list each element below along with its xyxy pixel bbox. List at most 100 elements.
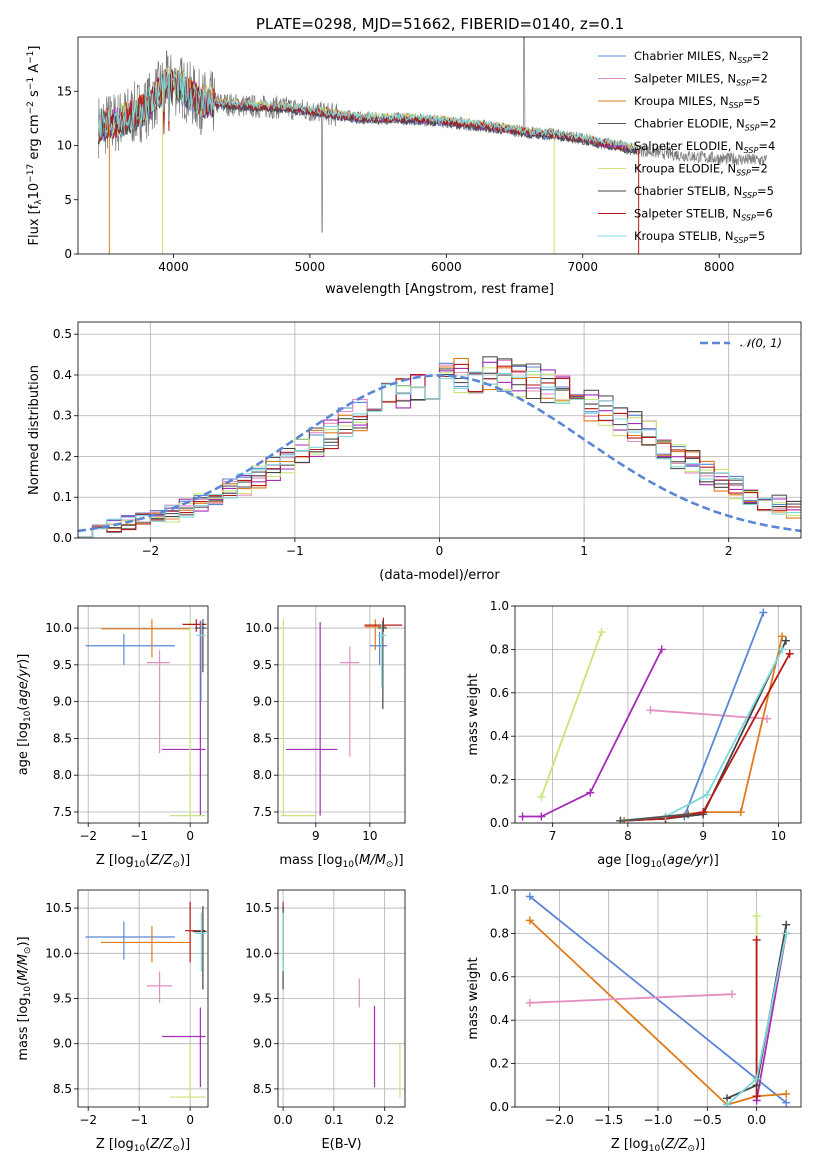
legend-model-name: Kroupa ELODIE bbox=[634, 162, 720, 176]
x-tick-label: 8 bbox=[624, 829, 632, 843]
legend-entry: 𝒩(0, 1) bbox=[740, 336, 782, 350]
weight-vs-z-frame bbox=[514, 889, 802, 1108]
label-part: Z/Z bbox=[149, 1137, 173, 1152]
y-tick-label: 9.0 bbox=[53, 1037, 72, 1051]
label-part: ( bbox=[145, 853, 150, 868]
weight-series-line bbox=[540, 631, 603, 798]
y-tick-label: 0.2 bbox=[490, 773, 509, 787]
label-part: age/yr bbox=[16, 662, 31, 705]
y-tick-label: 7.5 bbox=[253, 805, 272, 819]
weight-point-marker bbox=[525, 892, 534, 901]
label-part: ⊙ bbox=[23, 947, 33, 955]
label-part: )] bbox=[16, 936, 31, 946]
weight-point-marker bbox=[778, 645, 787, 654]
legend-nssp: 5 bbox=[758, 229, 765, 243]
spectrum-axes: 4000 5000 6000 7000 8000 0 5 10 15 bbox=[57, 84, 735, 274]
weight-point-marker bbox=[518, 812, 527, 821]
x-tick-label: −2.0 bbox=[545, 1113, 574, 1127]
weight-point-marker bbox=[684, 810, 693, 819]
label-part: λ bbox=[34, 199, 44, 205]
weight-series-line bbox=[522, 648, 663, 818]
weight-point-marker bbox=[759, 608, 768, 617]
label-part: ⊙ bbox=[172, 1144, 180, 1154]
weight-series-line bbox=[683, 612, 765, 817]
weight-point-marker bbox=[616, 816, 625, 823]
label-part: ( bbox=[16, 981, 31, 986]
y-tick-label: 9.0 bbox=[253, 695, 272, 709]
legend-nssp: 6 bbox=[765, 207, 772, 221]
spectrum-frame bbox=[77, 36, 802, 255]
label-part: )] bbox=[695, 1137, 705, 1152]
y-tick-label: 9.5 bbox=[53, 658, 72, 672]
weight-series-line bbox=[529, 919, 787, 1106]
label-part: 10 bbox=[23, 710, 33, 722]
y-tick-label: 8.5 bbox=[53, 1082, 72, 1096]
legend-n-label: , N bbox=[720, 162, 736, 176]
weight-point-marker bbox=[537, 812, 546, 821]
weight-point-marker bbox=[752, 1074, 761, 1083]
legend-model-name: Chabrier MILES bbox=[634, 49, 721, 63]
legend-model-name: Chabrier ELODIE bbox=[634, 117, 729, 131]
x-tick-label: 9 bbox=[699, 829, 707, 843]
weight-point-marker bbox=[586, 788, 595, 797]
label-part: 10 bbox=[650, 860, 662, 870]
legend-equals: = bbox=[743, 94, 753, 108]
label-part: 10 bbox=[23, 986, 33, 998]
x-tick-label: 0 bbox=[436, 544, 444, 558]
x-tick-label: 0.2 bbox=[375, 1113, 394, 1127]
spectrum-model-line bbox=[98, 65, 638, 152]
legend-equals: = bbox=[757, 184, 767, 198]
legend-n-label: , N bbox=[729, 117, 745, 131]
legend-ssp-subscript: SSP bbox=[741, 214, 756, 223]
label-part: )] bbox=[709, 853, 719, 868]
legend-nssp: 2 bbox=[769, 117, 776, 131]
weight-point-marker bbox=[736, 808, 745, 817]
weight-point-marker bbox=[752, 1092, 761, 1101]
label-part: M/M bbox=[359, 853, 386, 868]
label-part: ( bbox=[354, 853, 359, 868]
label-part: )] bbox=[393, 853, 403, 868]
legend-model-name: Salpeter STELIB bbox=[634, 207, 725, 221]
label-part: ⊙ bbox=[172, 860, 180, 870]
legend-equals: = bbox=[758, 139, 768, 153]
x-tick-label: 8000 bbox=[704, 260, 735, 274]
label-part: )] bbox=[16, 654, 31, 664]
legend-n-label: , N bbox=[718, 229, 734, 243]
residuals-x-axis-label: (data-model)/error bbox=[379, 568, 500, 583]
y-tick-label: 8.0 bbox=[53, 768, 72, 782]
weight-point-marker bbox=[537, 792, 546, 801]
weight-point-marker bbox=[763, 714, 772, 723]
y-tick-label: 10.5 bbox=[45, 901, 72, 915]
weight-point-marker bbox=[781, 636, 790, 645]
weight-point-marker bbox=[778, 632, 787, 641]
label-part: mass [log bbox=[16, 997, 31, 1060]
label-part: erg cm bbox=[27, 114, 42, 163]
weight-point-marker bbox=[752, 935, 761, 944]
x-tick-label: 4000 bbox=[158, 260, 189, 274]
x-tick-label: −2 bbox=[79, 829, 97, 843]
label-part: 10 bbox=[134, 1144, 146, 1154]
mass-vs-ebv-frame bbox=[277, 889, 406, 1108]
legend-equals: = bbox=[752, 49, 762, 63]
y-tick-label: 0.5 bbox=[53, 327, 72, 341]
spectrum-x-axis-label: wavelength [Angstrom, rest frame] bbox=[325, 282, 554, 297]
label-part: age [log bbox=[597, 853, 650, 868]
y-tick-label: 1.0 bbox=[490, 599, 509, 613]
legend-entry: Salpeter ELODIE, NSSP=4 bbox=[634, 139, 775, 155]
label-part: Z [log bbox=[96, 1137, 134, 1152]
legend-ssp-subscript: SSP bbox=[736, 79, 751, 88]
label-part: mass [log bbox=[279, 853, 342, 868]
legend-n-label: , N bbox=[725, 207, 741, 221]
label-part: 10 bbox=[343, 860, 355, 870]
x-tick-label: 0.0 bbox=[274, 1113, 293, 1127]
y-tick-label: 0.1 bbox=[53, 490, 72, 504]
age-vs-mass-x-axis-label: mass [log10(M/M⊙)] bbox=[279, 853, 403, 870]
legend-ssp-subscript: SSP bbox=[745, 124, 760, 133]
weight-vs-age-y-axis-label: mass weight bbox=[466, 673, 481, 755]
x-tick-label: 5000 bbox=[295, 260, 326, 274]
label-part: )] bbox=[180, 853, 190, 868]
weight-series-line bbox=[620, 813, 689, 822]
x-tick-label: 0 bbox=[186, 1113, 194, 1127]
legend-equals: = bbox=[760, 117, 770, 131]
legend-model-name: Salpeter ELODIE bbox=[634, 139, 728, 153]
